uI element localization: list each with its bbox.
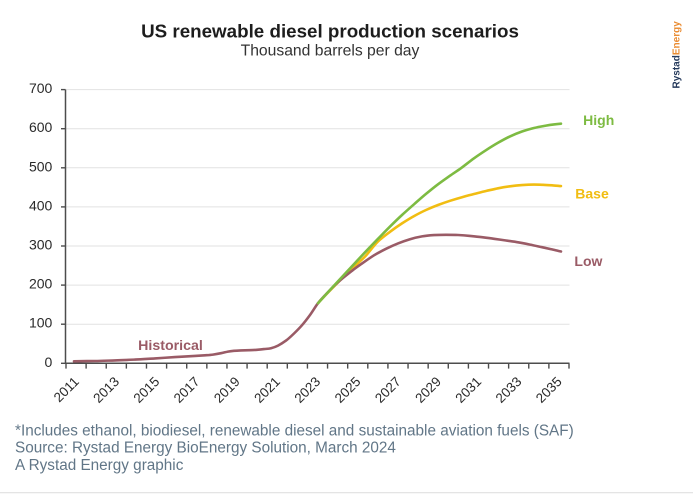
svg-text:300: 300: [29, 237, 53, 253]
svg-text:100: 100: [29, 315, 53, 331]
svg-text:A Rystad Energy graphic: A Rystad Energy graphic: [15, 457, 184, 474]
svg-text:2013: 2013: [90, 374, 122, 406]
svg-text:2021: 2021: [251, 374, 283, 406]
svg-text:Base: Base: [575, 186, 609, 202]
svg-text:US renewable diesel production: US renewable diesel production scenarios: [141, 21, 519, 42]
svg-text:Source: Rystad Energy BioEnerg: Source: Rystad Energy BioEnergy Solution…: [15, 440, 396, 457]
svg-text:200: 200: [29, 276, 53, 292]
svg-text:400: 400: [29, 197, 53, 213]
svg-text:2023: 2023: [291, 374, 323, 406]
svg-text:Thousand barrels per day: Thousand barrels per day: [241, 43, 420, 60]
svg-text:*Includes ethanol, biodiesel,: *Includes ethanol, biodiesel, renewable …: [15, 422, 574, 439]
svg-text:600: 600: [29, 119, 53, 135]
svg-text:0: 0: [45, 354, 53, 370]
svg-text:2011: 2011: [51, 374, 82, 405]
svg-text:2025: 2025: [332, 374, 364, 406]
svg-text:500: 500: [29, 158, 53, 174]
svg-text:Historical: Historical: [138, 338, 203, 354]
svg-text:2035: 2035: [533, 374, 565, 406]
svg-text:RystadEnergy: RystadEnergy: [672, 21, 683, 89]
svg-text:High: High: [583, 112, 614, 128]
svg-text:2033: 2033: [493, 374, 525, 406]
svg-text:2015: 2015: [131, 374, 163, 406]
svg-text:2027: 2027: [372, 374, 404, 406]
svg-text:2019: 2019: [211, 374, 243, 406]
svg-text:2017: 2017: [171, 374, 203, 406]
svg-text:2029: 2029: [412, 374, 444, 406]
svg-text:700: 700: [29, 80, 53, 96]
svg-text:Low: Low: [574, 253, 602, 269]
svg-text:2031: 2031: [452, 374, 484, 406]
